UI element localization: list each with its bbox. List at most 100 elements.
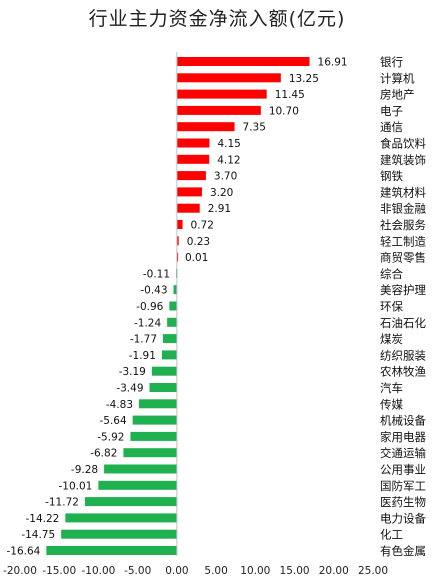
chart-title: 行业主力资金净流入额(亿元) xyxy=(88,8,346,30)
bar xyxy=(176,138,210,148)
value-label: -5.92 xyxy=(97,431,124,443)
value-label: -6.82 xyxy=(90,448,117,460)
value-label: -11.72 xyxy=(45,497,79,509)
value-label: -3.19 xyxy=(119,366,146,378)
value-label: 10.70 xyxy=(269,105,299,117)
value-label: -16.64 xyxy=(6,546,40,558)
category-label: 纺织服装 xyxy=(380,348,426,362)
value-label: -14.22 xyxy=(25,513,59,525)
category-label: 建筑材料 xyxy=(380,185,426,199)
category-label: 家用电器 xyxy=(380,430,426,444)
bar xyxy=(176,122,235,132)
bar xyxy=(176,57,310,66)
value-label: 2.91 xyxy=(208,203,231,215)
bar xyxy=(130,431,177,441)
bar xyxy=(61,529,177,539)
category-label: 石油石化 xyxy=(380,316,426,330)
value-label: -14.75 xyxy=(21,529,55,541)
value-label: 16.91 xyxy=(318,57,348,69)
category-label: 美容护理 xyxy=(380,283,426,297)
category-label: 有色金属 xyxy=(380,544,426,558)
value-label: -9.28 xyxy=(71,464,98,476)
bar xyxy=(176,154,210,164)
value-label: -0.11 xyxy=(143,268,170,280)
bar xyxy=(173,285,177,295)
value-label: 3.20 xyxy=(210,187,233,199)
value-label: 0.23 xyxy=(187,236,210,248)
category-label: 医药生物 xyxy=(380,495,426,509)
category-label: 房地产 xyxy=(380,88,415,102)
value-label: 0.72 xyxy=(191,220,214,232)
bar xyxy=(169,301,177,311)
x-tick-label: -5.00 xyxy=(124,565,151,577)
value-label: -5.64 xyxy=(99,415,126,427)
x-tick-label: 10.00 xyxy=(240,565,270,577)
value-label: 4.15 xyxy=(217,138,240,150)
category-label: 通信 xyxy=(380,120,403,134)
category-label: 建筑装饰 xyxy=(380,153,426,167)
x-tick-label: 15.00 xyxy=(280,565,310,577)
bar xyxy=(176,73,281,83)
value-label: -0.96 xyxy=(136,301,163,313)
bar xyxy=(161,350,177,360)
bar xyxy=(98,480,177,490)
category-label: 交通运输 xyxy=(380,446,426,460)
bar xyxy=(176,105,261,115)
category-label: 煤炭 xyxy=(380,332,403,346)
bar xyxy=(176,89,267,99)
x-tick-label: -10.00 xyxy=(82,565,116,577)
x-tick-label: 25.00 xyxy=(358,565,388,577)
category-label: 银行 xyxy=(380,55,403,69)
category-label: 计算机 xyxy=(380,71,415,85)
value-label: -10.01 xyxy=(59,480,93,492)
category-label: 公用事业 xyxy=(380,463,426,477)
category-label: 非银金融 xyxy=(380,202,426,216)
value-label: -0.43 xyxy=(140,285,167,297)
x-tick-label: 5.00 xyxy=(204,565,227,577)
value-label: 4.12 xyxy=(217,154,240,166)
bar xyxy=(65,513,177,523)
category-label: 综合 xyxy=(380,267,403,281)
bar xyxy=(163,334,177,344)
category-label: 食品饮料 xyxy=(380,137,426,151)
bar xyxy=(176,187,202,197)
value-label: 0.01 xyxy=(185,252,208,264)
category-label: 汽车 xyxy=(380,381,403,395)
bar xyxy=(139,399,177,409)
category-label: 电子 xyxy=(380,104,403,118)
bar xyxy=(167,317,177,327)
value-label: -3.49 xyxy=(116,383,143,395)
value-label: 3.70 xyxy=(214,171,237,183)
category-label: 传媒 xyxy=(380,397,403,411)
bar xyxy=(149,383,177,392)
value-label: -1.24 xyxy=(134,317,161,329)
x-tick-label: -20.00 xyxy=(3,565,37,577)
category-label: 电力设备 xyxy=(380,511,426,525)
value-label: 7.35 xyxy=(243,122,266,134)
category-label: 钢铁 xyxy=(380,169,403,183)
bar xyxy=(176,171,206,181)
value-label: -1.77 xyxy=(130,334,157,346)
bar xyxy=(104,464,177,474)
bar xyxy=(176,220,183,229)
bar xyxy=(176,236,179,246)
value-label: 13.25 xyxy=(289,73,319,85)
x-tick-label: 20.00 xyxy=(319,565,349,577)
bar xyxy=(176,203,200,213)
x-tick-label: -15.00 xyxy=(42,565,76,577)
bar xyxy=(151,366,177,376)
bar xyxy=(176,252,179,262)
category-label: 轻工制造 xyxy=(380,234,426,248)
category-label: 商贸零售 xyxy=(380,251,426,265)
value-label: 11.45 xyxy=(275,89,305,101)
category-label: 农林牧渔 xyxy=(380,365,426,379)
value-label: -1.91 xyxy=(129,350,156,362)
x-tick-label: 0.00 xyxy=(165,565,188,577)
bar xyxy=(132,415,177,425)
category-label: 环保 xyxy=(380,300,403,314)
bar xyxy=(84,497,177,507)
category-label: 国防军工 xyxy=(380,479,426,493)
value-label: -4.83 xyxy=(106,399,133,411)
bar xyxy=(46,546,177,555)
